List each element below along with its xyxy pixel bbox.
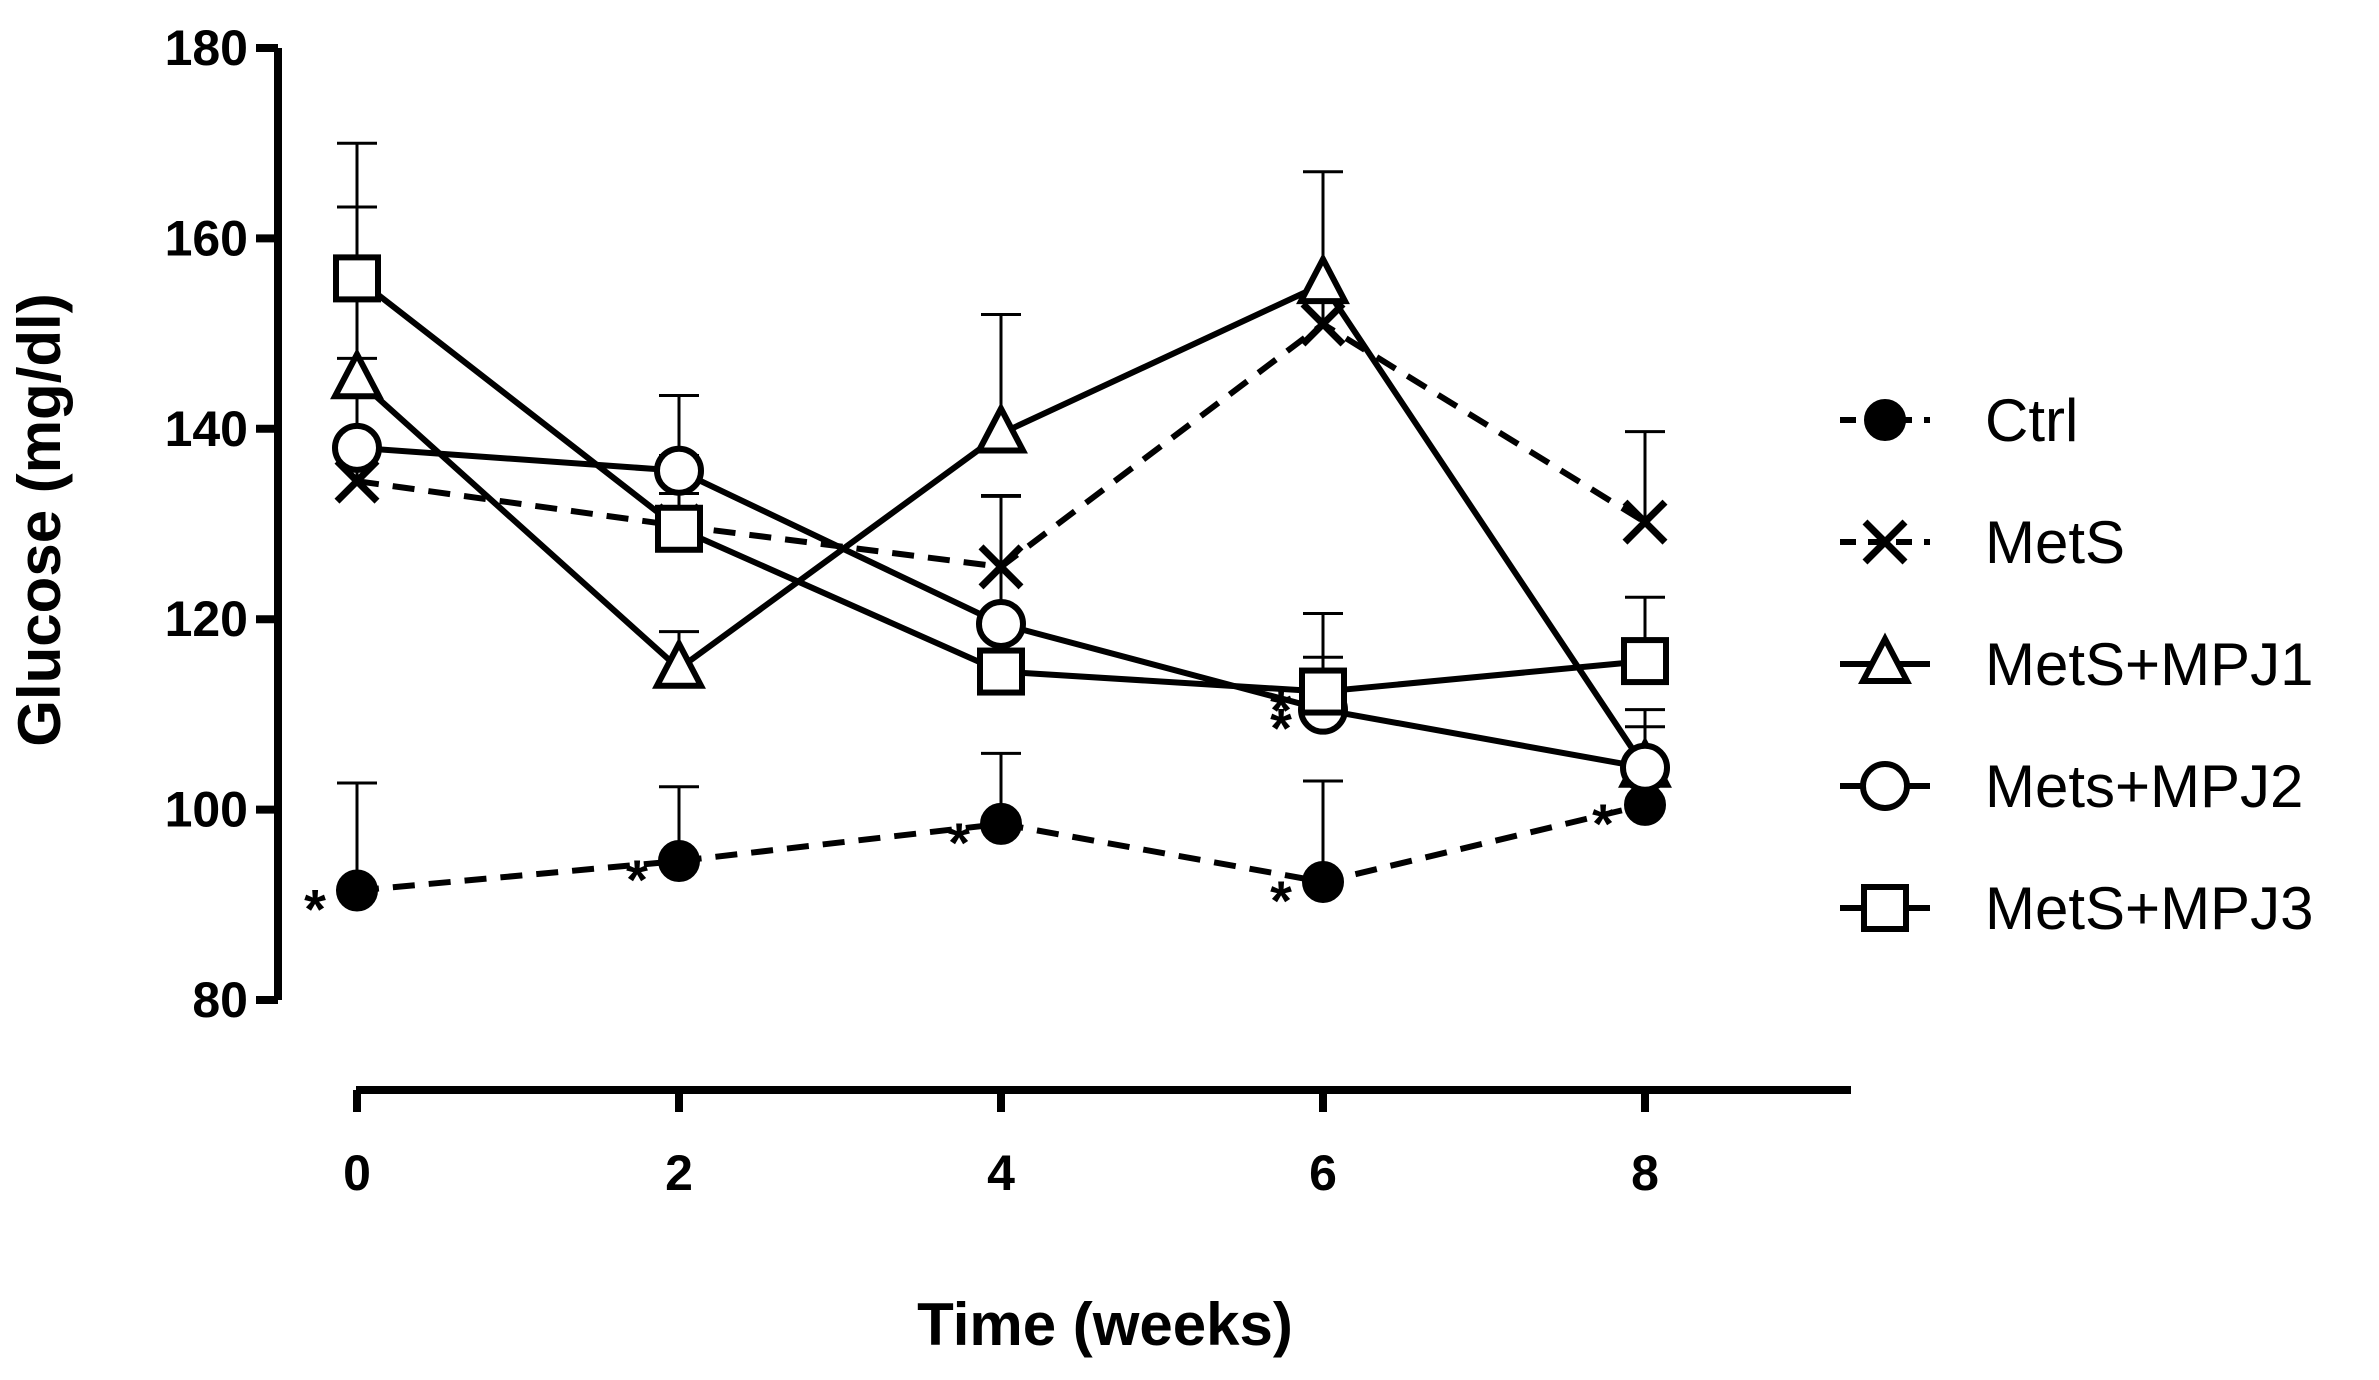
data-point xyxy=(654,445,704,496)
data-point xyxy=(1300,301,1346,347)
legend-marker xyxy=(1862,519,1908,565)
x-tick-label: 0 xyxy=(343,1145,371,1201)
significance-star: * xyxy=(1270,869,1292,932)
x-marker-stroke xyxy=(1300,301,1346,347)
y-tick-label: 140 xyxy=(165,401,248,457)
legend: Ctrl MetS MetS+MPJ1 Mets+MPJ2 MetS+MPJ3 xyxy=(1840,387,2313,942)
axes: 80 100 120 140 160 180 0 2 4 6 8 xyxy=(165,20,1851,1201)
legend-label: MetS+MPJ1 xyxy=(1985,631,2313,698)
legend-label: MetS xyxy=(1985,509,2125,576)
legend-item-0: Ctrl xyxy=(1840,387,2078,454)
data-point xyxy=(974,402,1028,454)
series-markers-3 xyxy=(332,422,1670,793)
y-tick-label: 180 xyxy=(165,20,248,76)
significance-star: * xyxy=(626,848,648,911)
data-point xyxy=(330,347,384,400)
legend-marker xyxy=(1864,399,1906,441)
x-tick-label: 6 xyxy=(1309,1145,1337,1201)
series-markers-4 xyxy=(333,254,1669,716)
x-tick-label: 4 xyxy=(987,1145,1015,1201)
legend-marker xyxy=(1860,761,1910,811)
x-marker-stroke xyxy=(1862,519,1908,565)
data-point xyxy=(332,422,382,473)
legend-marker xyxy=(1858,632,1912,684)
legend-item-3: Mets+MPJ2 xyxy=(1840,753,2303,820)
y-tick-label: 120 xyxy=(165,591,248,647)
significance-star: * xyxy=(1592,792,1614,855)
data-point xyxy=(1296,252,1350,305)
data-point xyxy=(978,544,1024,590)
legend-label: Ctrl xyxy=(1985,387,2078,454)
x-marker-stroke xyxy=(978,544,1024,590)
data-point xyxy=(1302,860,1344,903)
legend-marker xyxy=(1861,884,1909,932)
data-point xyxy=(980,802,1022,845)
significance-star: * xyxy=(948,811,970,874)
data-point xyxy=(1622,499,1668,545)
data-point xyxy=(1299,667,1347,716)
legend-label: Mets+MPJ2 xyxy=(1985,753,2303,820)
data-point xyxy=(1621,637,1669,686)
series-markers-0 xyxy=(336,783,1666,912)
x-tick-label: 2 xyxy=(665,1145,693,1201)
series-line-0 xyxy=(356,801,1646,894)
data-point xyxy=(655,504,703,553)
legend-item-2: MetS+MPJ1 xyxy=(1840,631,2313,698)
legend-item-4: MetS+MPJ3 xyxy=(1840,875,2313,942)
y-tick-label: 160 xyxy=(165,210,248,266)
significance-star: * xyxy=(1270,697,1292,760)
significance-star: * xyxy=(304,878,326,941)
series-layer: * ****** xyxy=(304,141,1672,941)
y-tick-label: 100 xyxy=(165,782,248,838)
x-axis-title: Time (weeks) xyxy=(917,1291,1293,1358)
y-tick-label: 80 xyxy=(192,972,248,1028)
x-marker-stroke xyxy=(1622,499,1668,545)
legend-label: MetS+MPJ3 xyxy=(1985,875,2313,942)
data-point xyxy=(658,840,700,883)
significance-star: * xyxy=(1270,679,1292,742)
data-point xyxy=(336,869,378,912)
data-point xyxy=(977,647,1025,696)
y-axis-title: Glucose (mg/dl) xyxy=(6,293,73,746)
data-point xyxy=(1620,742,1670,793)
data-point xyxy=(333,254,381,303)
data-point xyxy=(652,637,706,689)
legend-item-1: MetS xyxy=(1840,509,2125,576)
x-tick-label: 8 xyxy=(1631,1145,1659,1201)
data-point xyxy=(976,598,1026,649)
